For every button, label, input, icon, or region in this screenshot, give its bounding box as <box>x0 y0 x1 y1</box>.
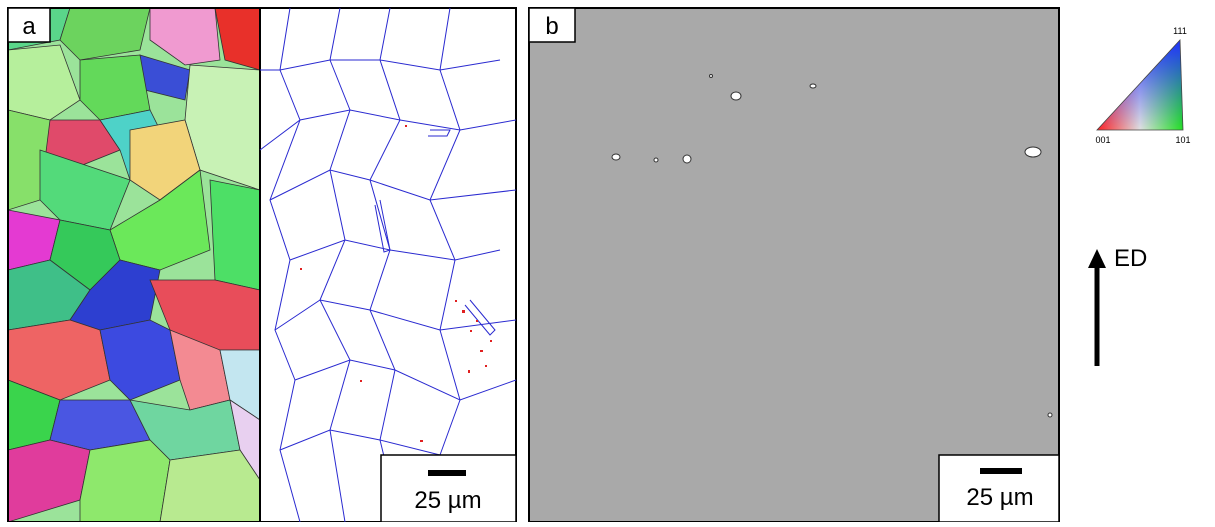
ipf-corner-label: 111 <box>1173 26 1187 36</box>
particles <box>611 74 1053 418</box>
boundary-map <box>259 7 517 523</box>
ipf-triangle-overlay <box>1096 39 1184 131</box>
grain-boundaries <box>259 7 517 523</box>
scale-bar <box>428 470 466 476</box>
scale-bar-box <box>380 454 517 523</box>
arrow-head <box>1088 249 1106 268</box>
direction-label: ED <box>1114 245 1147 272</box>
ipf-corner-label: 001 <box>1095 135 1110 145</box>
panel-label-box <box>528 7 576 43</box>
scale-bar-label: 25 µm <box>966 484 1033 511</box>
scale-bar-label: 25 µm <box>414 487 481 514</box>
scale-bar <box>980 468 1022 474</box>
panel-label: a <box>22 13 36 40</box>
red-points <box>300 125 492 442</box>
sem-image <box>528 7 1060 523</box>
ipf-corner-label: 101 <box>1175 135 1190 145</box>
ebsd-map <box>8 8 260 522</box>
scale-bar-box <box>938 454 1060 523</box>
panel-label-box <box>7 7 51 43</box>
panel-label: b <box>545 13 558 40</box>
